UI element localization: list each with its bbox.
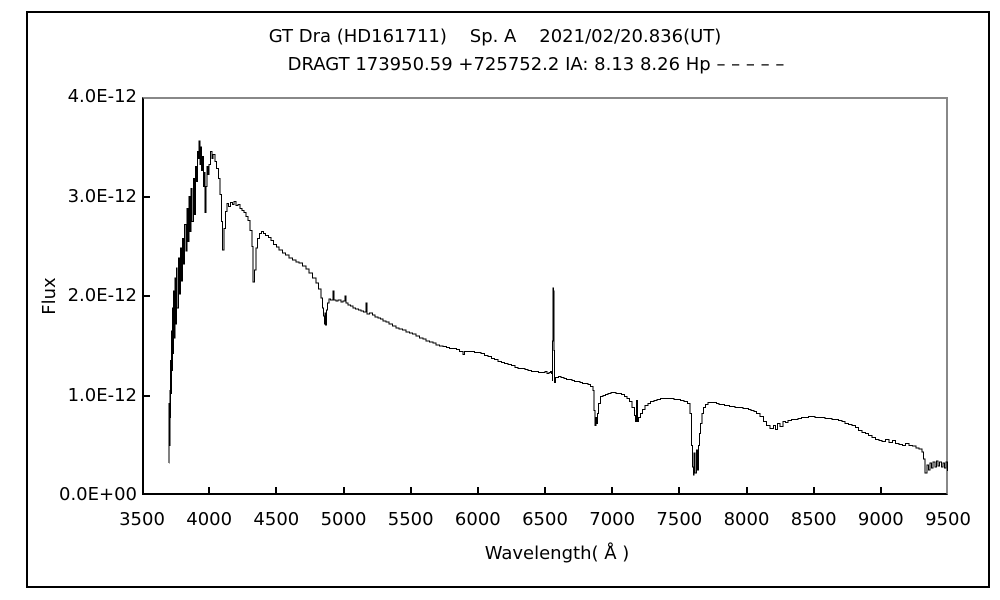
chart-subtitle: DRAGT 173950.59 +725752.2 IA: 8.13 8.26 … [287,54,785,75]
chart-title: GT Dra (HD161711) Sp. A 2021/02/20.836(U… [268,26,722,47]
plot-box [142,97,948,495]
x-tick-label: 7500 [656,509,703,530]
x-tick-mark [812,487,815,493]
x-tick-mark [476,487,479,493]
x-tick-label: 3500 [119,509,165,530]
x-tick-mark [745,487,748,493]
x-tick-mark [544,487,546,493]
x-tick-label: 6500 [522,509,568,530]
y-tick-label: 0.0E+00 [59,484,137,505]
x-tick-label: 7000 [589,509,636,530]
x-tick-label: 5000 [320,509,367,530]
spectrum-plot [168,140,948,476]
spectrum-trace [168,140,948,476]
x-tick-label: 4000 [186,509,233,530]
x-tick-mark [342,487,345,493]
x-tick-label: 4500 [253,509,300,530]
y-tick-label: 2.0E-12 [67,285,137,306]
y-tick-mark [144,394,150,397]
figure-border [26,11,990,588]
x-tick-label: 9000 [857,509,904,530]
x-tick-mark [879,487,882,493]
x-axis-label: Wavelength( Å ) [484,543,630,564]
x-tick-label: 5500 [387,509,434,530]
y-tick-label: 3.0E-12 [67,185,137,207]
x-tick-mark [275,487,278,493]
x-tick-mark [678,487,681,493]
y-tick-label: 1.0E-12 [67,384,137,406]
x-tick-label: 6000 [454,509,501,530]
x-tick-label: 9500 [925,509,971,530]
x-tick-mark [409,487,412,493]
x-tick-label: 8500 [790,509,837,530]
y-tick-mark [144,195,150,198]
x-tick-mark [611,487,614,493]
x-tick-label: 8000 [723,509,770,530]
y-tick-mark [144,295,150,297]
y-tick-label: 4.0E-12 [67,86,137,107]
x-tick-mark [208,487,211,493]
